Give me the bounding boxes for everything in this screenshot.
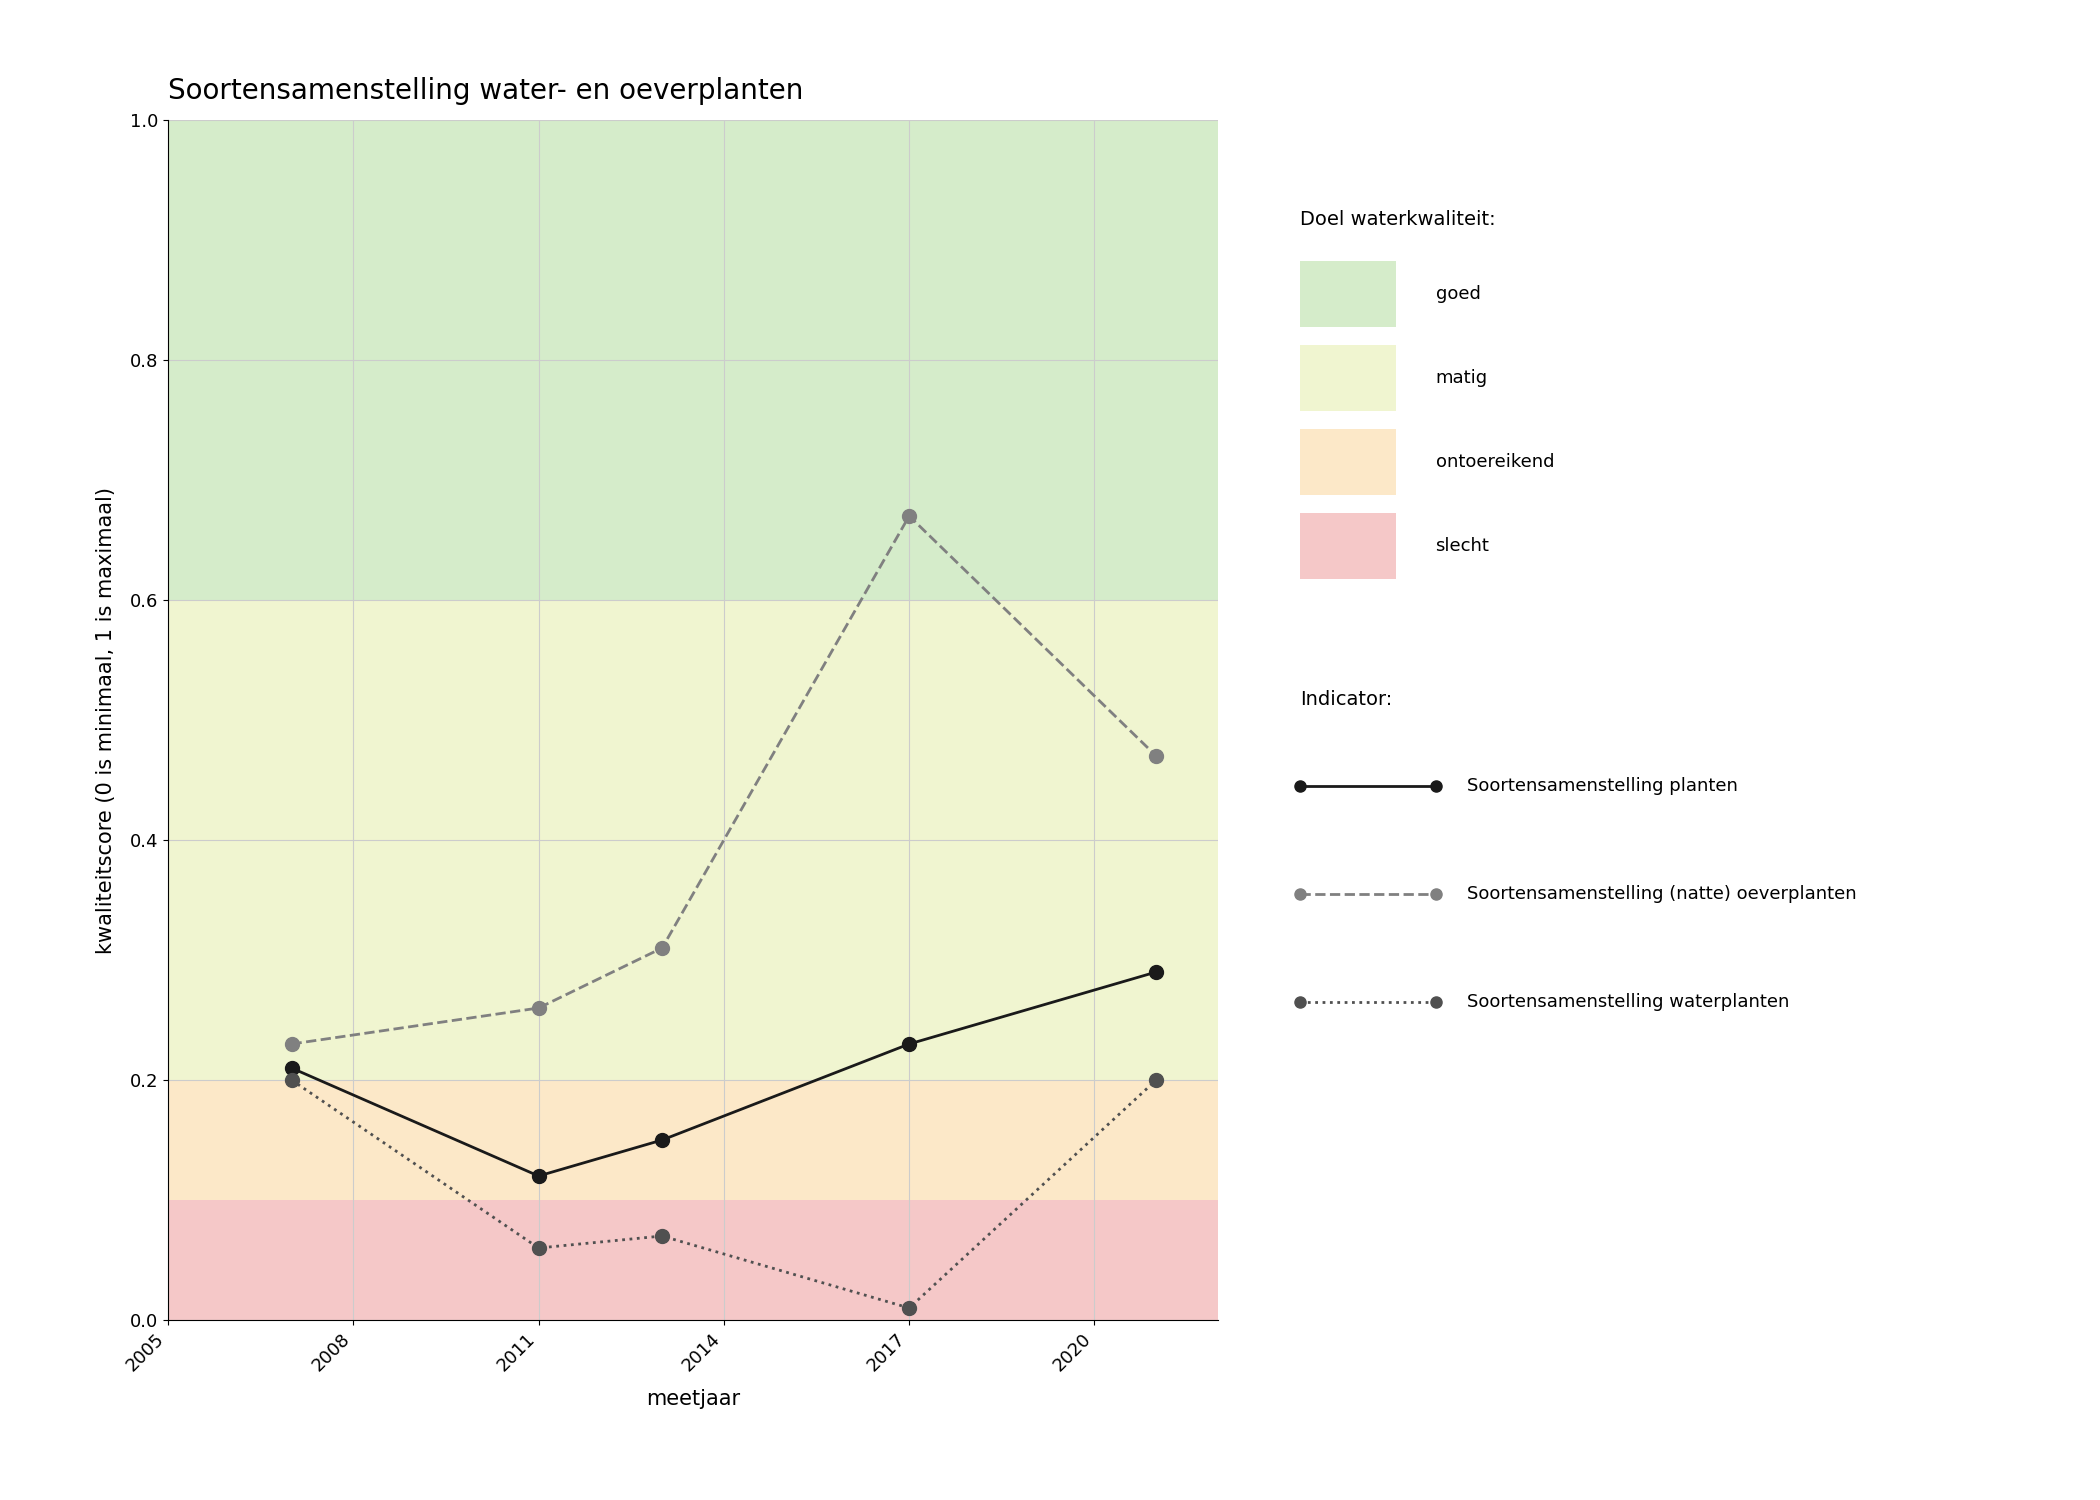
Text: Soortensamenstelling water- en oeverplanten: Soortensamenstelling water- en oeverplan… xyxy=(168,76,804,105)
Text: ontoereikend: ontoereikend xyxy=(1436,453,1554,471)
Text: matig: matig xyxy=(1436,369,1487,387)
Y-axis label: kwaliteitscore (0 is minimaal, 1 is maximaal): kwaliteitscore (0 is minimaal, 1 is maxi… xyxy=(97,486,116,954)
Text: Soortensamenstelling waterplanten: Soortensamenstelling waterplanten xyxy=(1468,993,1789,1011)
Bar xyxy=(168,1200,1218,1320)
FancyBboxPatch shape xyxy=(1300,429,1397,495)
FancyBboxPatch shape xyxy=(1300,513,1397,579)
Text: Doel waterkwaliteit:: Doel waterkwaliteit: xyxy=(1300,210,1495,230)
Bar xyxy=(168,1080,1218,1200)
X-axis label: meetjaar: meetjaar xyxy=(647,1389,739,1408)
Bar xyxy=(168,600,1218,1080)
Text: slecht: slecht xyxy=(1436,537,1489,555)
Text: Soortensamenstelling (natte) oeverplanten: Soortensamenstelling (natte) oeverplante… xyxy=(1468,885,1856,903)
Text: Indicator:: Indicator: xyxy=(1300,690,1392,709)
Text: goed: goed xyxy=(1436,285,1480,303)
Bar xyxy=(168,120,1218,600)
FancyBboxPatch shape xyxy=(1300,345,1397,411)
Text: Soortensamenstelling planten: Soortensamenstelling planten xyxy=(1468,777,1739,795)
FancyBboxPatch shape xyxy=(1300,261,1397,327)
